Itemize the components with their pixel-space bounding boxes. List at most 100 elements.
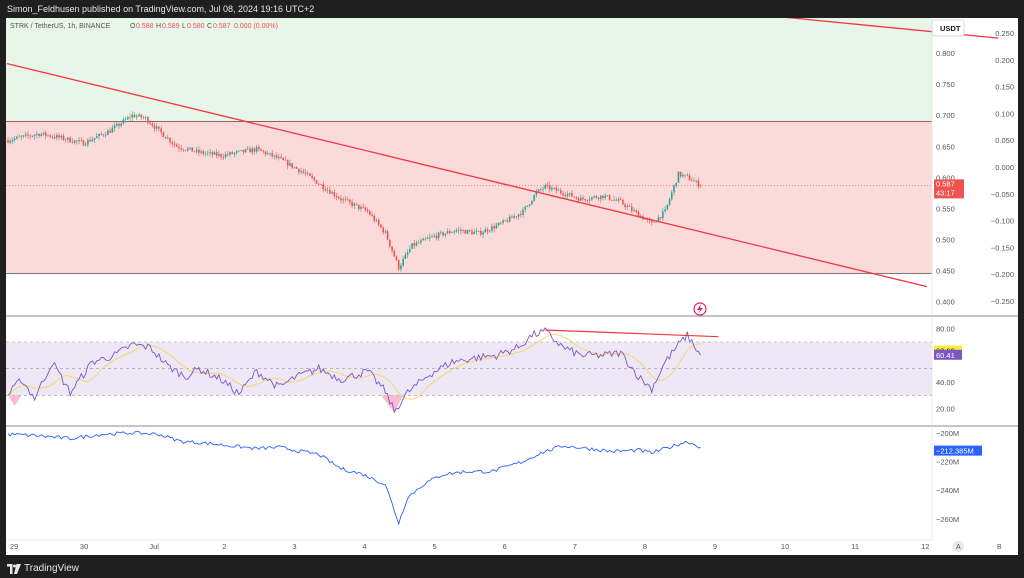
currency-button[interactable]: USDT [931,19,965,37]
percent-tick-label: 0.150 [995,83,1014,92]
candle-body [644,219,646,220]
candle-body [171,142,174,144]
candle-body [542,188,544,190]
symbol-legend[interactable]: STRK / TetherUS, 1h, BINANCE O 0.588 H 0… [10,23,278,30]
candle-body [342,199,345,201]
x-tick-label: 30 [80,542,88,551]
candle-body [182,149,185,150]
candle-body [207,152,209,154]
x-tick-label: 4 [362,542,366,551]
candle-body [22,135,25,137]
candle-body [369,211,371,215]
candle-body [675,182,678,186]
candle-body [679,171,682,177]
candle-body [653,222,655,223]
candle-body [440,232,442,233]
chart-area[interactable]: 0.800 0.750 0.700 0.650 0.600 0.550 0.500 0.450… [6,18,1018,555]
candle-body [571,193,573,197]
candle-body [151,123,154,126]
candle-body [29,135,31,137]
ohlc-low-label: L [182,23,186,30]
candle-body [71,142,74,143]
indicator-pane[interactable] [7,430,701,526]
candle-body [613,199,615,201]
chart-svg[interactable]: 0.800 0.750 0.700 0.650 0.600 0.550 0.500 0.450… [6,18,1018,555]
candle-body [466,229,469,234]
candle-body [690,180,693,182]
candle-body [209,152,211,153]
candle-body [488,230,491,232]
x-tick-label: 5 [433,542,437,551]
candle-body [617,199,620,201]
candle-body [169,137,171,143]
candle-body [475,231,478,232]
candle-body [384,231,387,233]
indicator-badge [934,445,982,456]
candle-body [293,167,296,168]
lightning-icon[interactable] [693,302,707,316]
candle-body [295,167,298,169]
percent-tick-label: 0.250 [995,29,1014,38]
candle-body [158,126,160,129]
candle-body [62,135,65,140]
candle-body [147,117,149,123]
x-tick-label: 3 [292,542,296,551]
candle-body [124,119,127,120]
indicator-tick-label: −260M [936,515,959,524]
candle-body [673,185,675,193]
candle-body [635,210,638,212]
candle-body [395,256,398,261]
x-tick-label: 2 [222,542,226,551]
candle-body [127,117,129,120]
candle-body [473,231,475,235]
rsi-tick-label: 40.00 [936,378,955,387]
candle-body [224,154,227,158]
indicator-tick-label: −200M [936,429,959,438]
candle-body [280,156,282,158]
candle-body [300,171,302,173]
candle-body [337,197,340,199]
candle-body [546,184,549,186]
price-badge-value: 0.587 [936,179,955,188]
candle-body [260,148,262,151]
candle-body [229,152,231,155]
percent-tick-label: 0.050 [995,136,1014,145]
candle-body [582,197,584,200]
price-badge-countdown: 43:17 [936,188,955,197]
indicator-tick-label: −220M [936,458,959,467]
candle-body [47,135,49,136]
log-scale-button[interactable]: B [997,544,1002,551]
rsi-pane[interactable] [6,327,932,414]
candle-body [89,139,91,142]
auto-scale-button[interactable]: A [956,544,961,551]
candle-body [575,197,578,199]
candle-body [566,194,569,197]
candle-body [633,210,635,211]
candle-body [291,163,293,168]
candle-body [222,157,225,158]
candle-body [688,175,691,181]
percent-tick-label: −0.250 [991,297,1014,306]
candle-body [111,128,114,133]
candle-body [382,227,384,233]
candle-body [58,135,60,138]
candle-body [135,116,138,118]
candle-body [40,134,43,137]
candle-body [451,232,453,233]
candle-body [597,197,600,200]
tradingview-logo-icon [7,564,21,574]
candle-body [180,148,182,150]
percent-tick-label: −0.050 [991,190,1014,199]
price-zones [6,18,932,274]
axis-footer[interactable]: A B [953,541,1005,552]
candle-body [611,199,613,201]
candle-body [333,192,336,197]
candle-body [335,196,338,198]
gridlines [6,18,1018,540]
candle-body [548,185,551,190]
candle-body [526,205,529,207]
rsi-badge-value: 60.41 [936,351,955,360]
candle-body [437,232,440,239]
candle-body [340,198,342,201]
